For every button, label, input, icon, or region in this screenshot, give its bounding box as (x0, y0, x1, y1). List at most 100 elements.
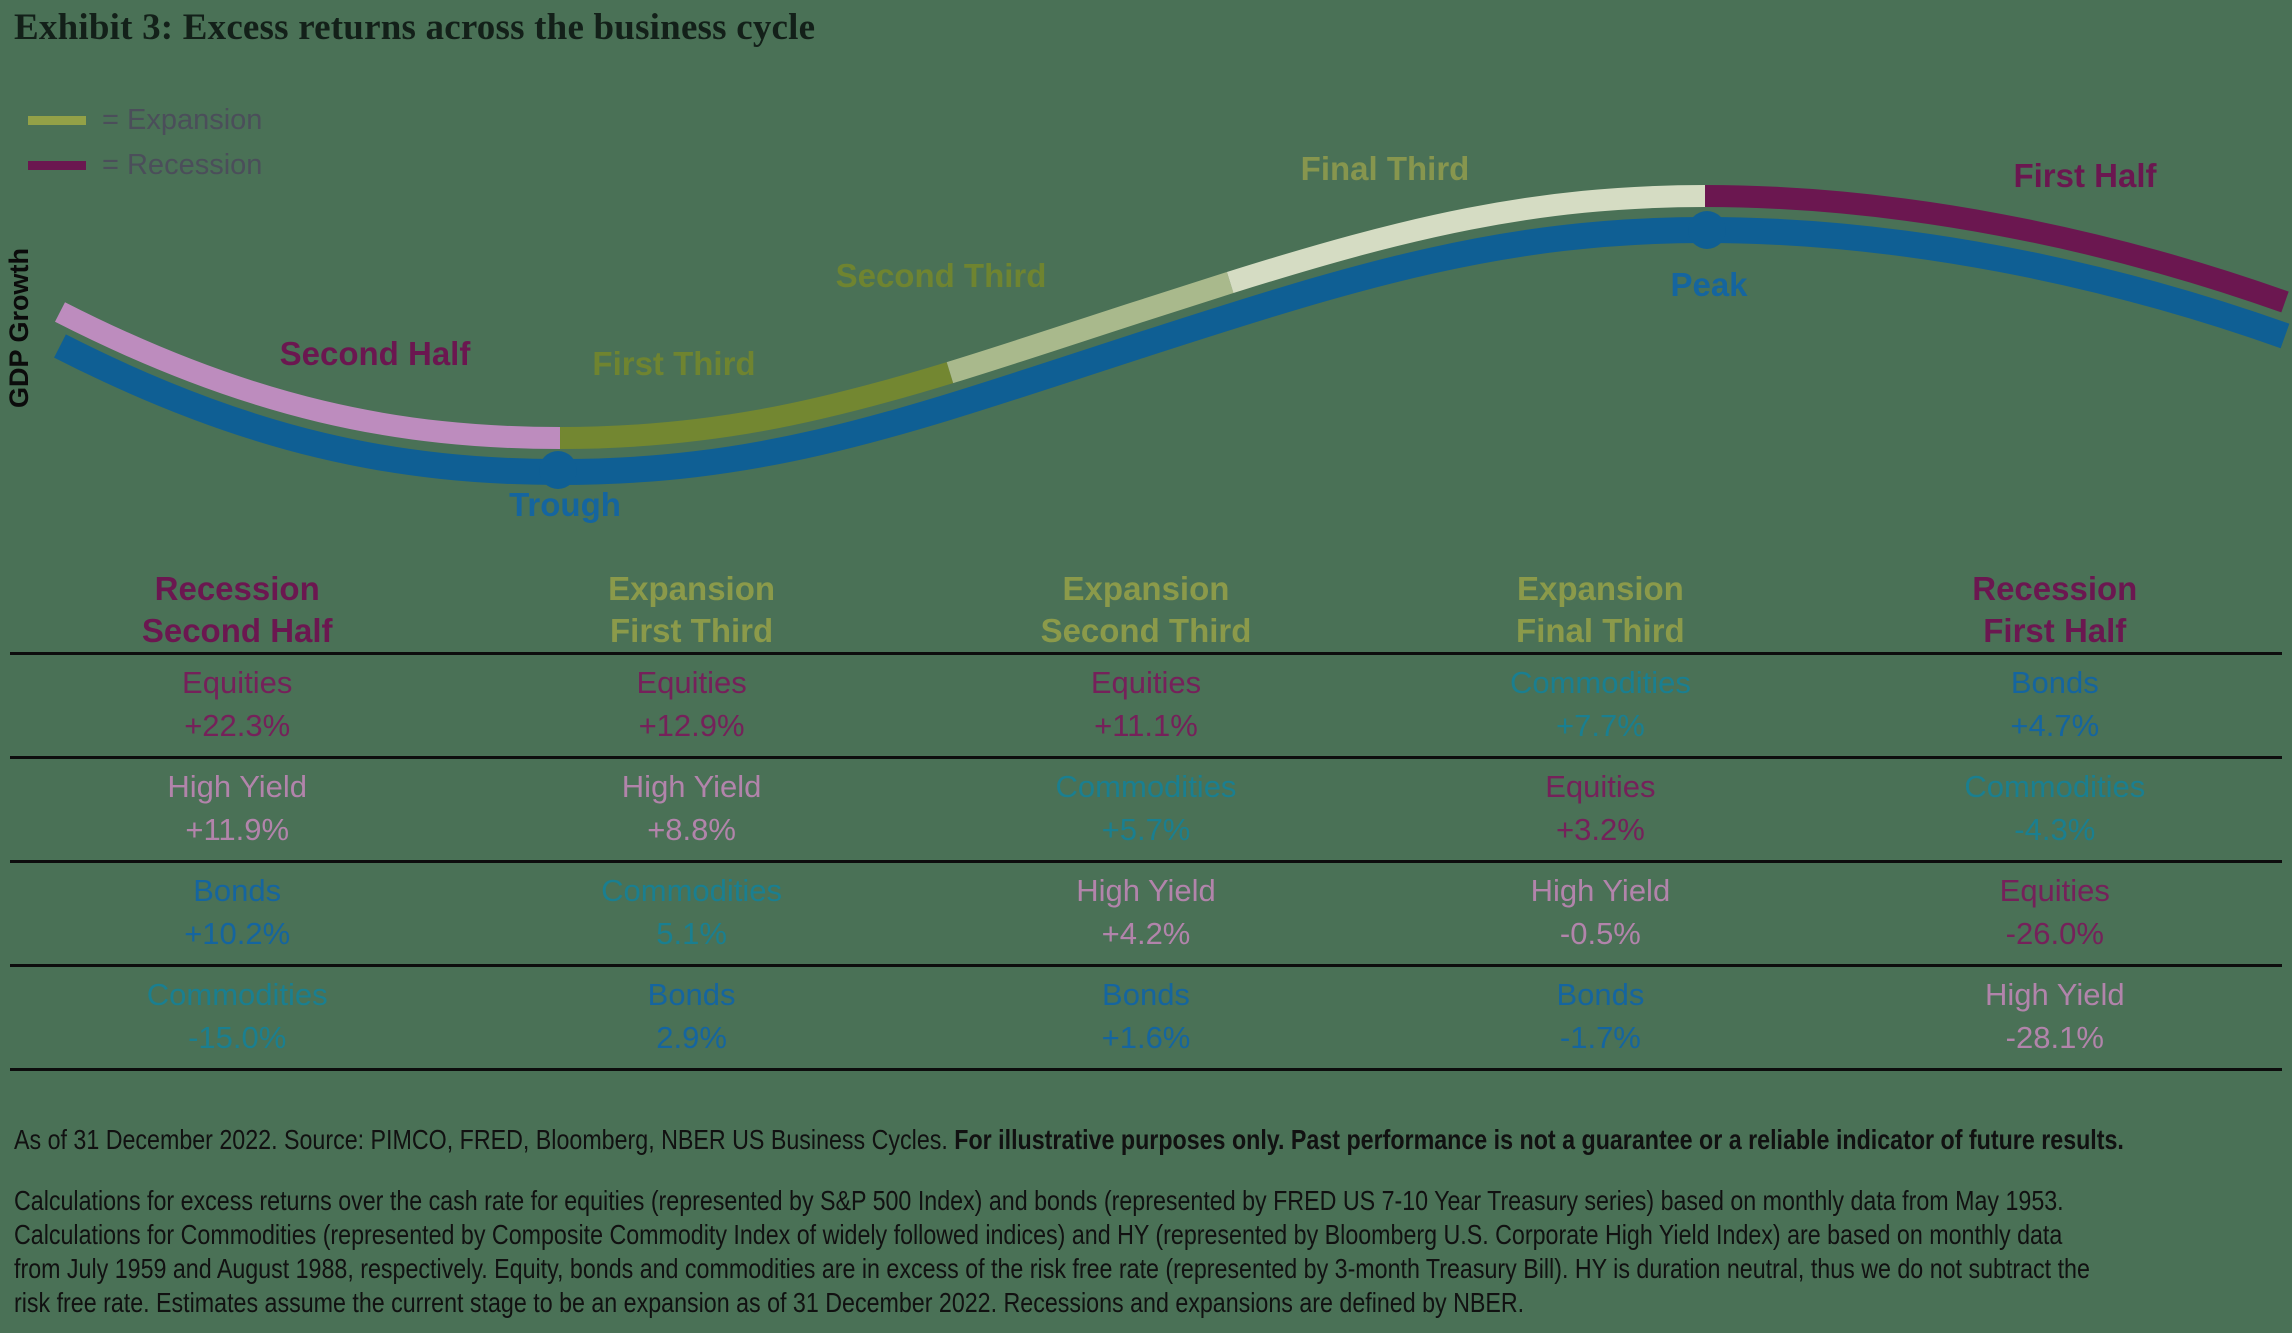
business-cycle-chart (54, 184, 2290, 489)
table-cell-high-yield: High Yield +11.9% (10, 759, 464, 860)
column-header-phase-name: Second Half (141, 612, 333, 649)
legend: = Expansion = Recession (28, 102, 262, 192)
asset-return-value: -26.0% (2005, 916, 2104, 951)
table-row: Equities +22.3% Equities +12.9% Equities +11.… (10, 652, 2282, 756)
asset-name: Commodities (146, 977, 328, 1012)
asset-return-value: 5.1% (656, 916, 727, 951)
table-cell-commodities: Commodities 5.1% (464, 863, 918, 964)
asset-name: Bonds (1556, 977, 1645, 1012)
asset-name: High Yield (1984, 977, 2125, 1012)
phase-label-first-half: First Half (2013, 157, 2157, 194)
cycle-band-expansion-second-third (55, 184, 2289, 450)
column-header-first-third: Expansion First Third (464, 568, 918, 652)
trough-marker (539, 451, 577, 489)
column-header-phase-type: Expansion (1062, 570, 1230, 607)
asset-return-value: -28.1% (2005, 1020, 2104, 1055)
asset-return-value: +11.1% (1094, 708, 1198, 743)
asset-name: High Yield (1530, 873, 1671, 908)
asset-name: Bonds (193, 873, 282, 908)
asset-name: Bonds (1102, 977, 1190, 1012)
cycle-band-recession-second-half (55, 184, 2289, 450)
phase-label-final-third: Final Third (1300, 150, 1470, 187)
cycle-band-expansion-first-third (55, 184, 2289, 450)
legend-label-expansion: = Expansion (102, 103, 263, 136)
table-cell-equities: Equities +3.2% (1373, 759, 1827, 860)
table-cell-bonds: Bonds -1.7% (1373, 967, 1827, 1068)
table-cell-bonds: Bonds 2.9% (464, 967, 918, 1068)
footnote-source-line: As of 31 December 2022. Source: PIMCO, F… (14, 1122, 2292, 1158)
cycle-band-group (55, 184, 2289, 450)
asset-return-value: +1.6% (1101, 1020, 1191, 1055)
table-cell-commodities: Commodities -4.3% (1828, 759, 2282, 860)
asset-name: Bonds (647, 977, 736, 1012)
asset-name: Equities (1545, 769, 1656, 804)
table-cell-equities: Equities +11.1% (919, 655, 1373, 756)
column-header-phase-type: Expansion (608, 570, 776, 607)
legend-item-expansion: = Expansion (28, 102, 262, 138)
asset-return-value: -15.0% (188, 1020, 287, 1055)
column-header-second-half: Recession Second Half (10, 568, 464, 652)
asset-name: High Yield (167, 769, 307, 804)
gdp-growth-curve (54, 216, 2290, 486)
column-header-first-half: Recession First Half (1828, 568, 2282, 652)
table-cell-high-yield: High Yield +4.2% (919, 863, 1373, 964)
footnote-line: Calculations for Commodities (represente… (14, 1219, 2063, 1250)
returns-table: Recession Second Half Expansion First Third… (10, 568, 2282, 1071)
phase-label-trough: Trough (509, 486, 621, 523)
phase-label-peak: Peak (1670, 266, 1748, 303)
asset-return-value: +5.7% (1101, 812, 1191, 847)
legend-label-recession: = Recession (102, 148, 263, 181)
asset-return-value: -4.3% (2014, 812, 2096, 847)
cycle-band-recession-first-half (55, 184, 2289, 450)
footnotes: As of 31 December 2022. Source: PIMCO, F… (14, 1122, 2292, 1320)
table-cell-equities: Equities -26.0% (1828, 863, 2282, 964)
asset-return-value: +10.2% (184, 916, 291, 951)
asset-name: Equities (636, 665, 747, 700)
asset-name: Commodities (601, 873, 783, 908)
footnote-line: Calculations for excess returns over the… (14, 1185, 2064, 1216)
peak-marker (1688, 211, 1726, 249)
column-header-phase-name: Final Third (1516, 612, 1685, 649)
column-header-phase-name: First Half (1983, 612, 2127, 649)
asset-name: Bonds (2010, 665, 2099, 700)
table-cell-commodities: Commodities +5.7% (919, 759, 1373, 860)
page-title: Exhibit 3: Excess returns across the bus… (14, 7, 816, 48)
table-cell-equities: Equities +22.3% (10, 655, 464, 756)
table-cell-equities: Equities +12.9% (464, 655, 918, 756)
asset-name: Equities (182, 665, 293, 700)
table-cell-high-yield: High Yield +8.8% (464, 759, 918, 860)
column-header-phase-name: Second Third (1040, 612, 1252, 649)
column-header-second-third: Expansion Second Third (919, 568, 1373, 652)
asset-return-value: +11.9% (185, 812, 290, 847)
table-cell-commodities: Commodities -15.0% (10, 967, 464, 1068)
footnote-source-regular: As of 31 December 2022. Source: PIMCO, F… (14, 1124, 955, 1155)
asset-return-value: +4.2% (1101, 916, 1191, 951)
asset-return-value: +7.7% (1556, 708, 1645, 743)
column-header-phase-type: Recession (154, 570, 320, 607)
asset-name: Equities (1090, 665, 1202, 700)
asset-return-value: +8.8% (647, 812, 736, 847)
asset-return-value: +4.7% (2010, 708, 2100, 743)
y-axis-label: GDP Growth (4, 248, 34, 409)
table-row: High Yield +11.9% High Yield +8.8% Commoditi… (10, 756, 2282, 860)
footnote-line: from July 1959 and August 1988, respecti… (14, 1253, 2090, 1284)
asset-return-value: 2.9% (656, 1020, 727, 1055)
table-row: Commodities -15.0% Bonds 2.9% Bonds +1.6% Bond… (10, 964, 2282, 1071)
asset-return-value: -1.7% (1559, 1020, 1641, 1055)
column-header-phase-type: Expansion (1516, 570, 1684, 607)
cycle-band-base (60, 196, 2285, 438)
asset-name: High Yield (1076, 873, 1216, 908)
table-row: Bonds +10.2% Commodities 5.1% High Yield +4.2… (10, 860, 2282, 964)
asset-name: Commodities (1509, 665, 1691, 700)
column-header-final-third: Expansion Final Third (1373, 568, 1827, 652)
table-cell-bonds: Bonds +10.2% (10, 863, 464, 964)
table-cell-high-yield: High Yield -28.1% (1828, 967, 2282, 1068)
table-cell-bonds: Bonds +4.7% (1828, 655, 2282, 756)
asset-return-value: +12.9% (638, 708, 745, 743)
column-header-phase-name: First Third (610, 612, 774, 649)
cycle-band-expansion-final-third (55, 184, 2289, 450)
table-header-row: Recession Second Half Expansion First Third… (10, 568, 2282, 652)
footnote-line: risk free rate. Estimates assume the cur… (14, 1287, 1525, 1318)
asset-name: Equities (1999, 873, 2110, 908)
legend-item-recession: = Recession (28, 147, 262, 183)
